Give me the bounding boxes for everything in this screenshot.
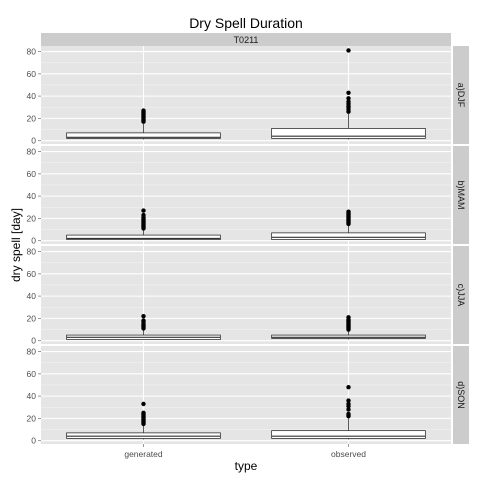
outlier-point <box>141 208 146 213</box>
y-tick-label: 20 <box>27 113 37 123</box>
outlier-point <box>346 407 351 412</box>
iqr-box <box>66 132 221 139</box>
column-strip-bg <box>41 33 451 46</box>
box-observed <box>271 385 426 440</box>
panels-group: 0 20 40 60 80 a)DJF 0 20 40 60 80 b)MAM 0 20 40 60 80 c)J… <box>27 46 469 459</box>
y-tick-label: 0 <box>31 436 36 446</box>
row-strip-label: b)MAM <box>456 181 466 210</box>
y-tick-label: 40 <box>27 391 37 401</box>
iqr-box <box>271 128 426 139</box>
x-tick-label: observed <box>331 449 366 459</box>
outlier-point <box>141 318 146 323</box>
iqr-box <box>271 232 426 240</box>
iqr-box <box>66 234 221 240</box>
y-tick-label: 60 <box>27 369 37 379</box>
chart-title: Dry Spell Duration <box>189 15 303 31</box>
iqr-box <box>271 430 426 439</box>
y-tick-label: 80 <box>27 47 37 57</box>
y-tick-label: 40 <box>27 91 37 101</box>
box-generated <box>66 313 221 340</box>
box-generated <box>66 401 221 440</box>
y-tick-label: 20 <box>27 313 37 323</box>
row-strip-bg <box>453 246 469 344</box>
row-strip-label: a)DJF <box>456 83 466 108</box>
outlier-point <box>346 385 351 390</box>
outlier-point <box>346 411 351 417</box>
outlier-point <box>346 209 351 214</box>
box-observed <box>271 209 426 240</box>
box-observed <box>271 315 426 340</box>
y-axis-title: dry spell [day] <box>9 208 23 282</box>
y-tick-label: 60 <box>27 169 37 179</box>
box-observed <box>271 48 426 140</box>
outlier-point <box>346 401 351 407</box>
y-tick-label: 40 <box>27 191 37 201</box>
outlier-point <box>346 315 351 320</box>
y-tick-label: 80 <box>27 247 37 257</box>
outlier-point <box>141 410 146 416</box>
row-strip-bg <box>453 346 469 444</box>
outlier-point <box>141 313 146 319</box>
row-strip-label: c)JJA <box>456 284 466 307</box>
outlier-point <box>346 99 351 104</box>
outlier-point <box>346 48 351 53</box>
y-tick-label: 20 <box>27 213 37 223</box>
y-tick-label: 0 <box>31 136 36 146</box>
x-axis-title: type <box>235 459 258 473</box>
panel-background <box>41 46 451 144</box>
box-generated <box>66 208 221 240</box>
y-tick-label: 0 <box>31 336 36 346</box>
row-strip-label: d)SON <box>456 381 466 409</box>
y-tick-label: 40 <box>27 291 37 301</box>
row-strip-bg <box>453 146 469 244</box>
outlier-point <box>346 398 351 403</box>
panel-background <box>41 346 451 444</box>
row-strip-bg <box>453 46 469 144</box>
box-generated <box>66 108 221 140</box>
y-tick-label: 20 <box>27 413 37 423</box>
outlier-point <box>346 96 351 101</box>
panel-background <box>41 146 451 244</box>
panel-background <box>41 246 451 344</box>
y-tick-label: 60 <box>27 69 37 79</box>
column-strip-label: T0211 <box>234 35 259 45</box>
y-tick-label: 0 <box>31 236 36 246</box>
outlier-point <box>141 108 146 113</box>
x-tick-label: generated <box>124 449 163 459</box>
y-tick-label: 80 <box>27 147 37 157</box>
outlier-point <box>141 212 146 218</box>
y-tick-label: 60 <box>27 269 37 279</box>
outlier-point <box>141 401 146 407</box>
y-tick-label: 80 <box>27 347 37 357</box>
outlier-point <box>346 90 351 95</box>
